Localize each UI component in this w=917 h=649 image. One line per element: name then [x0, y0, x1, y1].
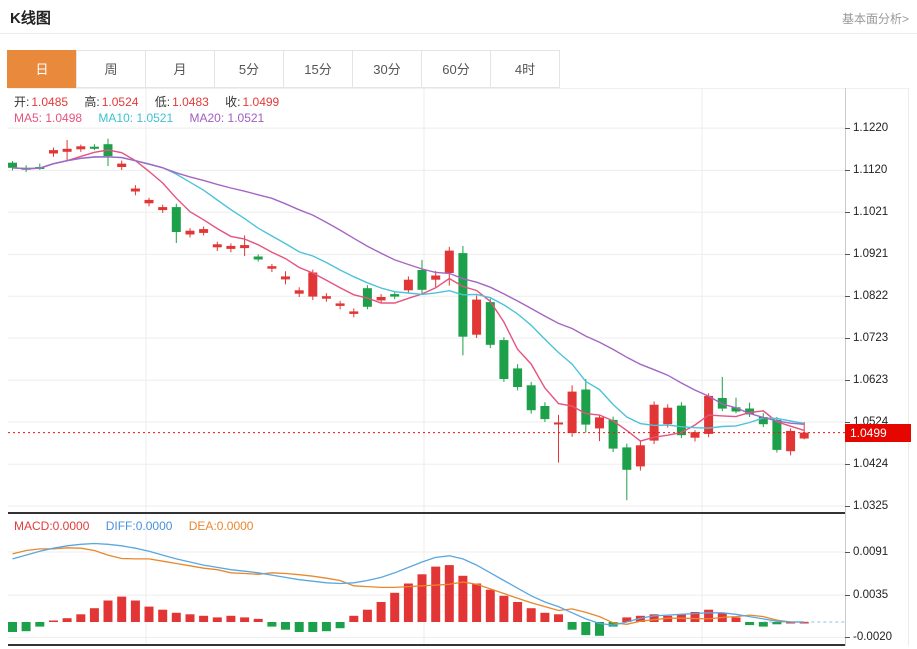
high-value: 高: 1.0524 [84, 95, 139, 109]
tab-60min[interactable]: 60分 [421, 50, 491, 88]
ohlc-legend: 开: 1.0485 高: 1.0524 低: 1.0483 收: 1.0499 [14, 93, 292, 110]
tab-week[interactable]: 周 [76, 50, 146, 88]
macd-legend: MACD:0.0000 DIFF:0.0000 DEA:0.0000 [14, 519, 266, 533]
price-tick: 1.1021 [845, 205, 888, 219]
title-divider [0, 33, 917, 34]
price-tick: 1.0921 [845, 247, 888, 261]
close-value: 收: 1.0499 [225, 95, 280, 109]
ma10-value: MA10: 1.0521 [98, 111, 174, 125]
chart-right-border [908, 88, 909, 646]
chart-area: 1.1220 1.1120 1.1021 1.0921 1.0822 1.072… [8, 88, 911, 648]
candlestick-plot[interactable] [8, 88, 845, 512]
ma-legend: MA5: 1.0498 MA10: 1.0521 MA20: 1.0521 [14, 111, 277, 125]
macd-tick: -0.0020 [845, 630, 892, 644]
price-tick: 1.0623 [845, 373, 888, 387]
tab-day[interactable]: 日 [7, 50, 77, 88]
diff-value: DIFF:0.0000 [105, 519, 173, 533]
dea-value: DEA:0.0000 [188, 519, 254, 533]
price-tick: 1.1220 [845, 121, 888, 135]
current-price-tag: 1.0499 [845, 423, 911, 442]
price-tick: 1.1120 [845, 163, 887, 177]
price-tick: 1.0822 [845, 289, 888, 303]
low-value: 低: 1.0483 [154, 95, 209, 109]
macd-tick: 0.0091 [845, 545, 888, 559]
open-value: 开: 1.0485 [14, 95, 69, 109]
fundamental-analysis-link[interactable]: 基本面分析> [841, 12, 909, 26]
macd-plot[interactable] [8, 514, 845, 645]
tab-4hour[interactable]: 4时 [490, 50, 560, 88]
macd-value: MACD:0.0000 [14, 519, 90, 533]
page-title: K线图 [10, 10, 51, 27]
chart-bottom-border [8, 644, 845, 646]
period-tabs: 日 周 月 5分 15分 30分 60分 4时 [7, 50, 560, 88]
tab-15min[interactable]: 15分 [283, 50, 353, 88]
panel-separator [8, 512, 845, 514]
price-axis-line [845, 88, 846, 646]
price-tick: 1.0424 [845, 457, 888, 471]
ma20-value: MA20: 1.0521 [189, 111, 265, 125]
tab-5min[interactable]: 5分 [214, 50, 284, 88]
tab-30min[interactable]: 30分 [352, 50, 422, 88]
price-tick: 1.0325 [845, 499, 888, 513]
macd-tick: 0.0035 [845, 588, 888, 602]
chart-top-border [8, 88, 909, 89]
tab-month[interactable]: 月 [145, 50, 215, 88]
ma5-value: MA5: 1.0498 [14, 111, 83, 125]
price-tick: 1.0723 [845, 331, 888, 345]
